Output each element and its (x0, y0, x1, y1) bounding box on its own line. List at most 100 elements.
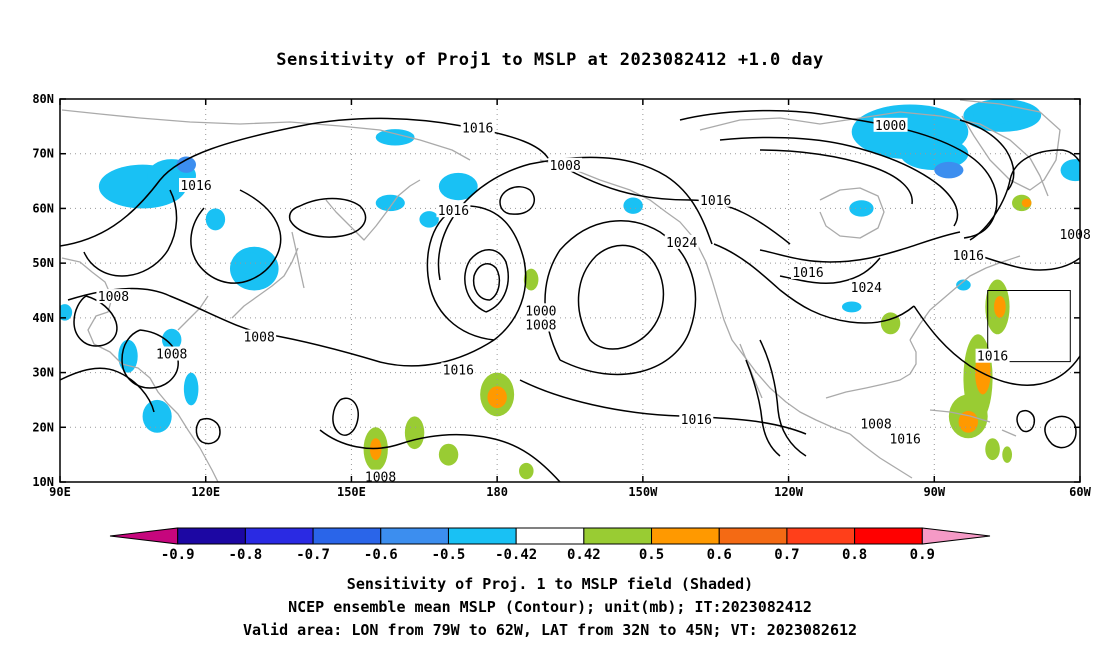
contour-label: 1000 (875, 119, 906, 134)
contour-label: 1016 (462, 122, 493, 137)
coastline-korea-japan (177, 231, 305, 331)
mslp-contour-line (73, 295, 118, 347)
contour-label: 1000 (525, 304, 556, 319)
lon-tick-label: 90E (49, 485, 71, 499)
colorbar-tick-label: 0.5 (639, 547, 664, 563)
contour-label-bg (888, 431, 923, 446)
lon-tick-label: 90W (923, 485, 945, 499)
sensitivity-region (60, 304, 73, 321)
contour-label-bg (548, 157, 583, 172)
mslp-contour-line (437, 156, 713, 281)
mslp-contour-line (969, 149, 1080, 241)
sensitivity-region (438, 443, 459, 466)
sensitivity-region (1021, 198, 1032, 208)
mslp-contour-line (83, 189, 178, 277)
contour-label-bg (96, 289, 131, 304)
mslp-contour-line (547, 157, 791, 245)
lat-tick-label: 70N (32, 147, 54, 161)
coastline-arctic-canada (699, 111, 1049, 197)
coastline-caribbean (929, 409, 1017, 437)
map-frame (59, 98, 1081, 483)
coastline-baja (739, 343, 763, 399)
mslp-contour-line (713, 243, 915, 324)
colorbar-box (177, 527, 246, 545)
contour-label-bg (154, 346, 189, 361)
contour-label-bg (436, 203, 471, 218)
lon-tick-label: 180 (486, 485, 508, 499)
colorbar-tick-label: 0.7 (774, 547, 799, 563)
colorbar-tick-label: -0.6 (364, 547, 398, 563)
sensitivity-region (1002, 446, 1013, 463)
sensitivity-region (523, 268, 539, 291)
mslp-contour-line (190, 189, 282, 284)
colorbar-tick-label: -0.7 (296, 547, 330, 563)
mslp-contour-line (195, 418, 221, 445)
lat-tick-label: 60N (32, 201, 54, 215)
sensitivity-region (375, 194, 405, 212)
mslp-contour-line (759, 339, 807, 457)
colorbar-box (854, 527, 923, 545)
coastline-asia (61, 257, 219, 482)
contour-label: 1008 (243, 331, 274, 346)
coastline-hudson-bay (819, 187, 885, 239)
sensitivity-region (369, 438, 382, 461)
contour-label: 1008 (860, 418, 891, 433)
lon-tick-label: 60W (1069, 485, 1091, 499)
sensitivity-region (623, 197, 643, 214)
contour-label: 1024 (666, 236, 697, 251)
colorbar-tick-label: -0.5 (432, 547, 466, 563)
mslp-contour-line (60, 367, 155, 413)
contour-label: 1008 (1059, 228, 1090, 243)
contour-label: 1016 (180, 179, 211, 194)
contour-label: 1016 (443, 363, 474, 378)
colorbar-tick-label: 0.9 (910, 547, 935, 563)
caption-valid-area: Valid area: LON from 79W to 62W, LAT fro… (242, 621, 858, 639)
mslp-contour-line (1044, 415, 1077, 449)
mslp-contour-line (719, 136, 959, 227)
contour-label-bg (664, 234, 699, 249)
valid-area-box (987, 290, 1071, 363)
mslp-contour-line (332, 397, 359, 436)
colorbar-box (244, 527, 314, 545)
mslp-contour-line (319, 429, 561, 482)
contour-label-bg (849, 279, 884, 294)
sensitivity-region (849, 200, 874, 217)
colorbar-tick-label: 0.42 (567, 547, 601, 563)
contour-label: 1016 (792, 266, 823, 281)
lat-tick-label: 20N (32, 420, 54, 434)
sensitivity-region (956, 279, 971, 291)
contour-label-bg (441, 362, 476, 377)
mslp-contour-line (759, 149, 913, 205)
contour-label: 1008 (365, 471, 396, 486)
colorbar-box (447, 527, 517, 545)
sensitivity-region (519, 462, 534, 480)
lat-tick-label: 40N (32, 311, 54, 325)
contour-label-bg (791, 264, 825, 279)
colorbar-tick-label: -0.42 (495, 547, 537, 563)
contour-label: 1008 (98, 290, 129, 305)
lat-tick-label: 30N (32, 366, 54, 380)
mslp-contour-line (1016, 410, 1036, 433)
contour-label-bg (179, 177, 213, 192)
mslp-contour-line (288, 197, 367, 238)
lon-tick-label: 150E (337, 485, 366, 499)
sensitivity-region (842, 301, 862, 313)
colorbar: -0.9 -0.8 -0.7 -0.6 -0.5 -0.42 0.42 0.5 0.6 0.7 0.… (109, 527, 991, 563)
lat-lon-grid (60, 99, 1080, 482)
contour-label: 1016 (953, 249, 984, 264)
coastline-greenland (959, 99, 1061, 191)
colorbar-tick-label: 0.6 (707, 547, 732, 563)
contour-label: 1016 (681, 413, 712, 428)
colorbar-box (786, 527, 856, 545)
contour-label-bg (951, 248, 986, 263)
colorbar-box (380, 527, 449, 545)
contour-label-bg (523, 317, 558, 332)
colorbar-triangle-high (921, 527, 991, 545)
mslp-contour-line (759, 231, 961, 263)
map-title: Sensitivity of Proj1 to MSLP at 20230824… (276, 50, 824, 70)
sensitivity-region (183, 372, 199, 406)
contour-label: 1008 (525, 319, 556, 334)
contour-label: 1008 (156, 348, 187, 363)
contour-label-bg (523, 303, 558, 318)
